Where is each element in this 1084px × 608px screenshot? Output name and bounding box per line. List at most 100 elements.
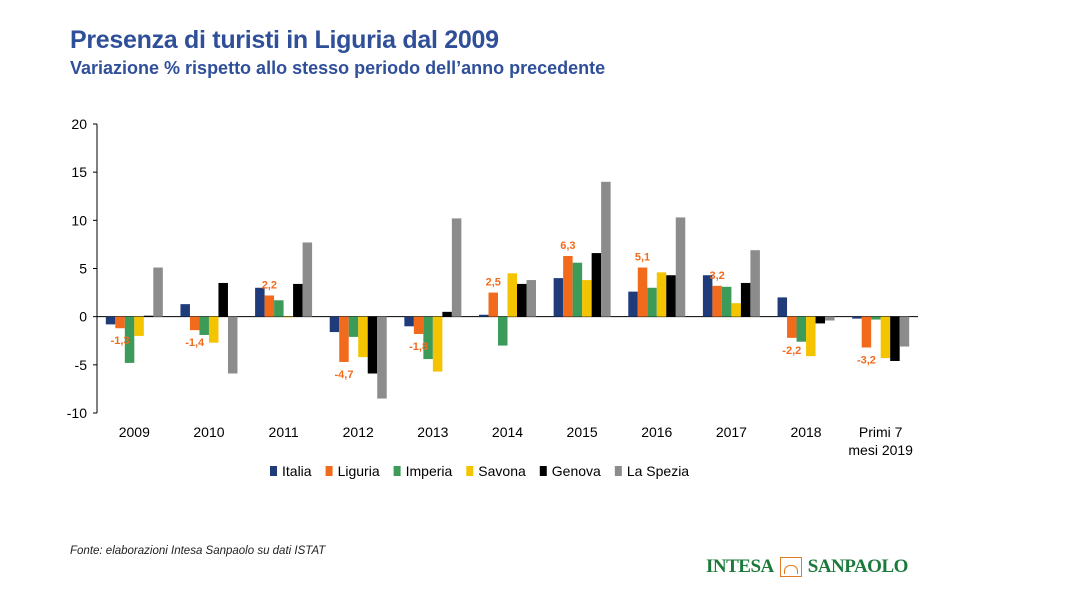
bar-savona (358, 316, 368, 358)
source-note: Fonte: elaborazioni Intesa Sanpaolo su d… (70, 545, 326, 557)
logo-mark-icon (779, 557, 802, 577)
bar-liguria (861, 316, 872, 348)
bar-italia (105, 316, 116, 325)
x-tick-label: 2010 (193, 424, 224, 440)
bar-imperia (572, 262, 583, 317)
bar-liguria (189, 316, 200, 331)
y-tick-label: 10 (71, 212, 87, 228)
x-tick-label: Primi 7 (859, 424, 903, 440)
bar-liguria (637, 267, 648, 317)
y-tick-label: -10 (67, 405, 87, 421)
legend-label: Savona (478, 463, 526, 479)
data-label: 5,1 (635, 252, 650, 264)
bar-la-spezia (899, 316, 910, 347)
chart-subtitle: Variazione % rispetto allo stesso period… (70, 58, 606, 78)
bar-la-spezia (302, 242, 313, 317)
data-label: -4,7 (334, 369, 353, 381)
x-tick-label: 2016 (641, 424, 672, 440)
bar-italia (479, 314, 489, 317)
bar-imperia (871, 316, 881, 320)
bar-la-spezia (377, 316, 387, 399)
bar-italia (255, 287, 265, 317)
bar-italia (628, 291, 638, 317)
bar-savona (806, 316, 816, 357)
chart-data-labels: -1,3 -1,4 2,2 -4,7 -1,8 2,5 6,3 5,1 3,2 -2,2 -3,2 (111, 240, 876, 381)
y-tick-label: 0 (79, 309, 87, 325)
x-tick-label: 2017 (716, 424, 747, 440)
bar-savona (432, 316, 443, 372)
x-tick-label: 2013 (417, 424, 448, 440)
legend-label: Liguria (338, 463, 380, 479)
data-label: 2,2 (262, 279, 277, 291)
bar-liguria (413, 316, 424, 335)
bar-imperia (348, 316, 359, 337)
data-label: -3,2 (857, 354, 876, 366)
data-label: 3,2 (710, 270, 725, 282)
legend-swatch (270, 466, 277, 476)
legend-label: La Spezia (627, 463, 689, 479)
bar-savona (731, 303, 741, 317)
x-tick-label: 2009 (119, 424, 150, 440)
x-tick-label: 2018 (790, 424, 821, 440)
bar-genova (293, 283, 303, 317)
bar-imperia (721, 286, 732, 317)
bar-genova (666, 275, 676, 317)
bar-la-spezia (451, 218, 462, 317)
x-tick-label: 2011 (269, 424, 299, 440)
bar-italia (553, 278, 564, 317)
data-label: -1,8 (409, 341, 428, 353)
legend-swatch (614, 466, 622, 476)
bar-la-spezia (675, 217, 686, 317)
logo-text-right: SANPAOLO (807, 556, 909, 577)
x-tick-label: 2012 (343, 424, 374, 440)
legend-swatch (539, 466, 547, 476)
y-tick-label: -5 (75, 357, 88, 373)
bar-savona (208, 316, 219, 343)
data-label: -1,4 (185, 337, 205, 349)
bar-savona (134, 316, 144, 336)
bar-la-spezia (227, 316, 238, 374)
bar-liguria (264, 295, 275, 317)
bar-genova (591, 253, 602, 317)
logo-text-left: INTESA (706, 556, 774, 577)
bar-italia (180, 304, 190, 317)
legend-swatch (325, 466, 333, 476)
bar-imperia (647, 287, 657, 317)
bar-italia (404, 316, 414, 327)
x-tick-label: mesi 2019 (848, 442, 913, 458)
bar-savona (507, 273, 517, 317)
bar-la-spezia (825, 316, 835, 321)
y-tick-label: 15 (71, 164, 87, 180)
chart-title: Presenza di turisti in Liguria dal 2009 (70, 26, 499, 54)
y-tick-label: 20 (71, 116, 87, 132)
bar-italia (777, 297, 788, 317)
bar-liguria (787, 316, 797, 338)
bar-liguria (339, 316, 349, 362)
bar-imperia (124, 316, 135, 363)
bar-genova (442, 311, 452, 317)
bar-italia (702, 275, 713, 317)
x-tick-label: 2015 (567, 424, 598, 440)
bar-liguria (563, 255, 573, 317)
bar-italia (329, 316, 340, 333)
bar-savona (880, 316, 891, 359)
bar-genova (890, 316, 900, 361)
chart-bars (105, 181, 910, 399)
data-label: -2,2 (782, 345, 801, 357)
bar-imperia (274, 300, 284, 317)
bar-savona (283, 316, 294, 318)
data-label: 6,3 (560, 240, 575, 252)
bar-la-spezia (526, 280, 536, 317)
bar-savona (656, 272, 667, 317)
bar-la-spezia (153, 267, 163, 317)
bar-genova (218, 282, 228, 317)
legend-label: Italia (282, 463, 312, 479)
bar-genova (367, 316, 378, 374)
y-tick-label: 5 (79, 261, 87, 277)
bar-italia (852, 316, 862, 319)
bar-genova (517, 283, 527, 317)
x-tick-label: 2014 (492, 424, 523, 440)
legend-swatch (466, 466, 474, 476)
bar-imperia (796, 316, 807, 342)
bar-imperia (498, 316, 508, 346)
